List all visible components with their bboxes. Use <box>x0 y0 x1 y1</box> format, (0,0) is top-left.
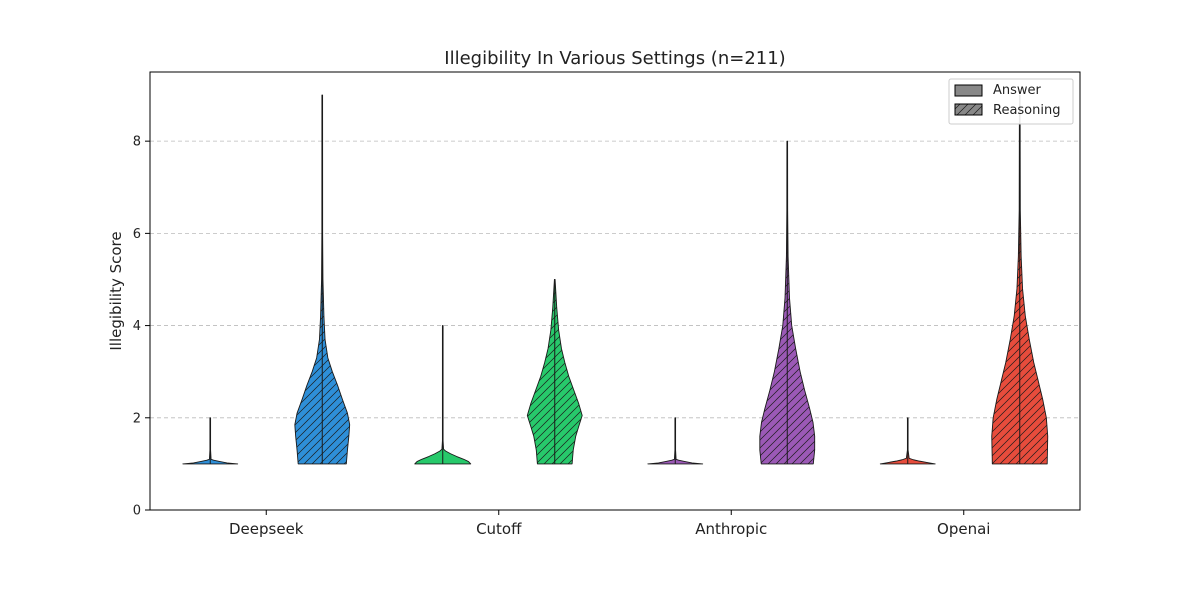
legend-swatch-reasoning-hatch <box>954 103 983 116</box>
x-axis: Deepseek Cutoff Anthropic Openai <box>229 510 990 538</box>
legend-swatch-answer <box>954 84 983 97</box>
legend-label-reasoning: Reasoning <box>993 103 1060 118</box>
legend: Answer Reasoning <box>948 78 1074 125</box>
y-tick-label-2: 2 <box>133 411 141 426</box>
y-tick-label-6: 6 <box>133 227 141 242</box>
x-tick-label-openai: Openai <box>937 520 990 538</box>
chart-title: Illegibility In Various Settings (n=211) <box>444 48 785 69</box>
y-tick-label-0: 0 <box>133 504 141 519</box>
y-tick-label-8: 8 <box>133 135 141 150</box>
legend-label-answer: Answer <box>993 83 1042 98</box>
y-axis-label: Illegibility Score <box>107 231 125 350</box>
violins-layer <box>182 94 1049 465</box>
grid-layer <box>150 140 1080 419</box>
x-tick-label-cutoff: Cutoff <box>476 520 522 538</box>
y-tick-label-4: 4 <box>133 319 141 334</box>
plot-area-frame <box>149 71 1081 511</box>
y-axis: 0 2 4 6 8 <box>133 135 150 519</box>
x-tick-label-deepseek: Deepseek <box>229 520 304 538</box>
x-tick-label-anthropic: Anthropic <box>695 520 767 538</box>
